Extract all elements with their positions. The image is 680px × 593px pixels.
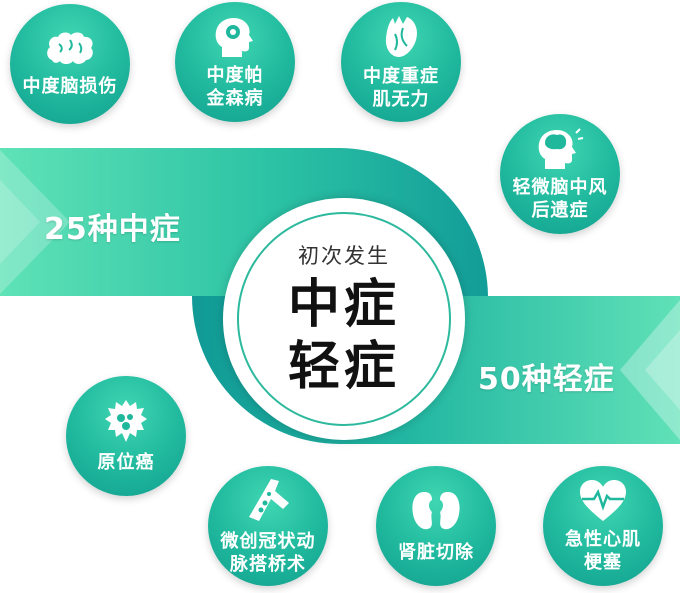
chevron-right-decor [620, 300, 680, 440]
bubble-label: 肾脏切除 [398, 542, 474, 563]
bubble-label-line1: 中度帕 [206, 64, 264, 86]
heartbeat-icon [578, 479, 628, 525]
center-title-moderate: 中症 [287, 275, 400, 335]
center-subtitle: 初次发生 [298, 244, 390, 268]
bubble-label-line1: 微创冠状动 [220, 530, 316, 552]
bubble-label: 中度脑损伤 [22, 76, 118, 97]
bubble-label-line1: 轻微脑中风 [512, 176, 608, 198]
blood-vessel-icon [245, 477, 291, 527]
bubble-label-line1: 急性心肌 [565, 528, 641, 550]
head-virus-icon [212, 15, 258, 61]
bubble-heart: 急性心肌 梗塞 [543, 466, 663, 586]
chevron-left-decor [0, 150, 70, 294]
center-circle-inner: 初次发生 中症 轻症 [237, 212, 451, 426]
bubble-label-line2: 金森病 [206, 87, 264, 109]
bubble-kidney: 肾脏切除 [376, 466, 496, 586]
kidney-icon [410, 488, 462, 538]
center-circle: 初次发生 中症 轻症 [223, 198, 465, 440]
cell-icon [103, 398, 149, 448]
bubble-label-line2: 梗塞 [584, 551, 622, 573]
bubble-stroke: 轻微脑中风 后遗症 [500, 114, 620, 234]
bubble-label-line2: 肌无力 [372, 88, 430, 110]
bubble-bypass: 微创冠状动 脉搭桥术 [208, 466, 328, 586]
chevron-left-decor-2 [0, 180, 40, 264]
bubble-label-line1: 中度重症 [363, 65, 439, 87]
bubble-label: 原位癌 [97, 452, 155, 473]
chevron-right-decor-2 [645, 330, 680, 410]
brain-icon [44, 30, 96, 72]
bubble-carcinoma: 原位癌 [66, 376, 186, 496]
center-title-mild: 轻症 [287, 337, 400, 397]
bubble-label-line2: 后遗症 [531, 199, 589, 221]
bubble-brain-injury: 中度脑损伤 [10, 4, 130, 124]
head-brain-icon [536, 127, 584, 173]
bubble-myasthenia: 中度重症 肌无力 [341, 2, 461, 122]
band-label-mild: 50种轻症 [478, 362, 615, 397]
bubble-parkinson: 中度帕 金森病 [175, 2, 295, 122]
band-label-moderate: 25种中症 [44, 212, 181, 247]
bubble-label-line2: 脉搭桥术 [230, 553, 306, 575]
heart-organ-icon [381, 14, 421, 62]
